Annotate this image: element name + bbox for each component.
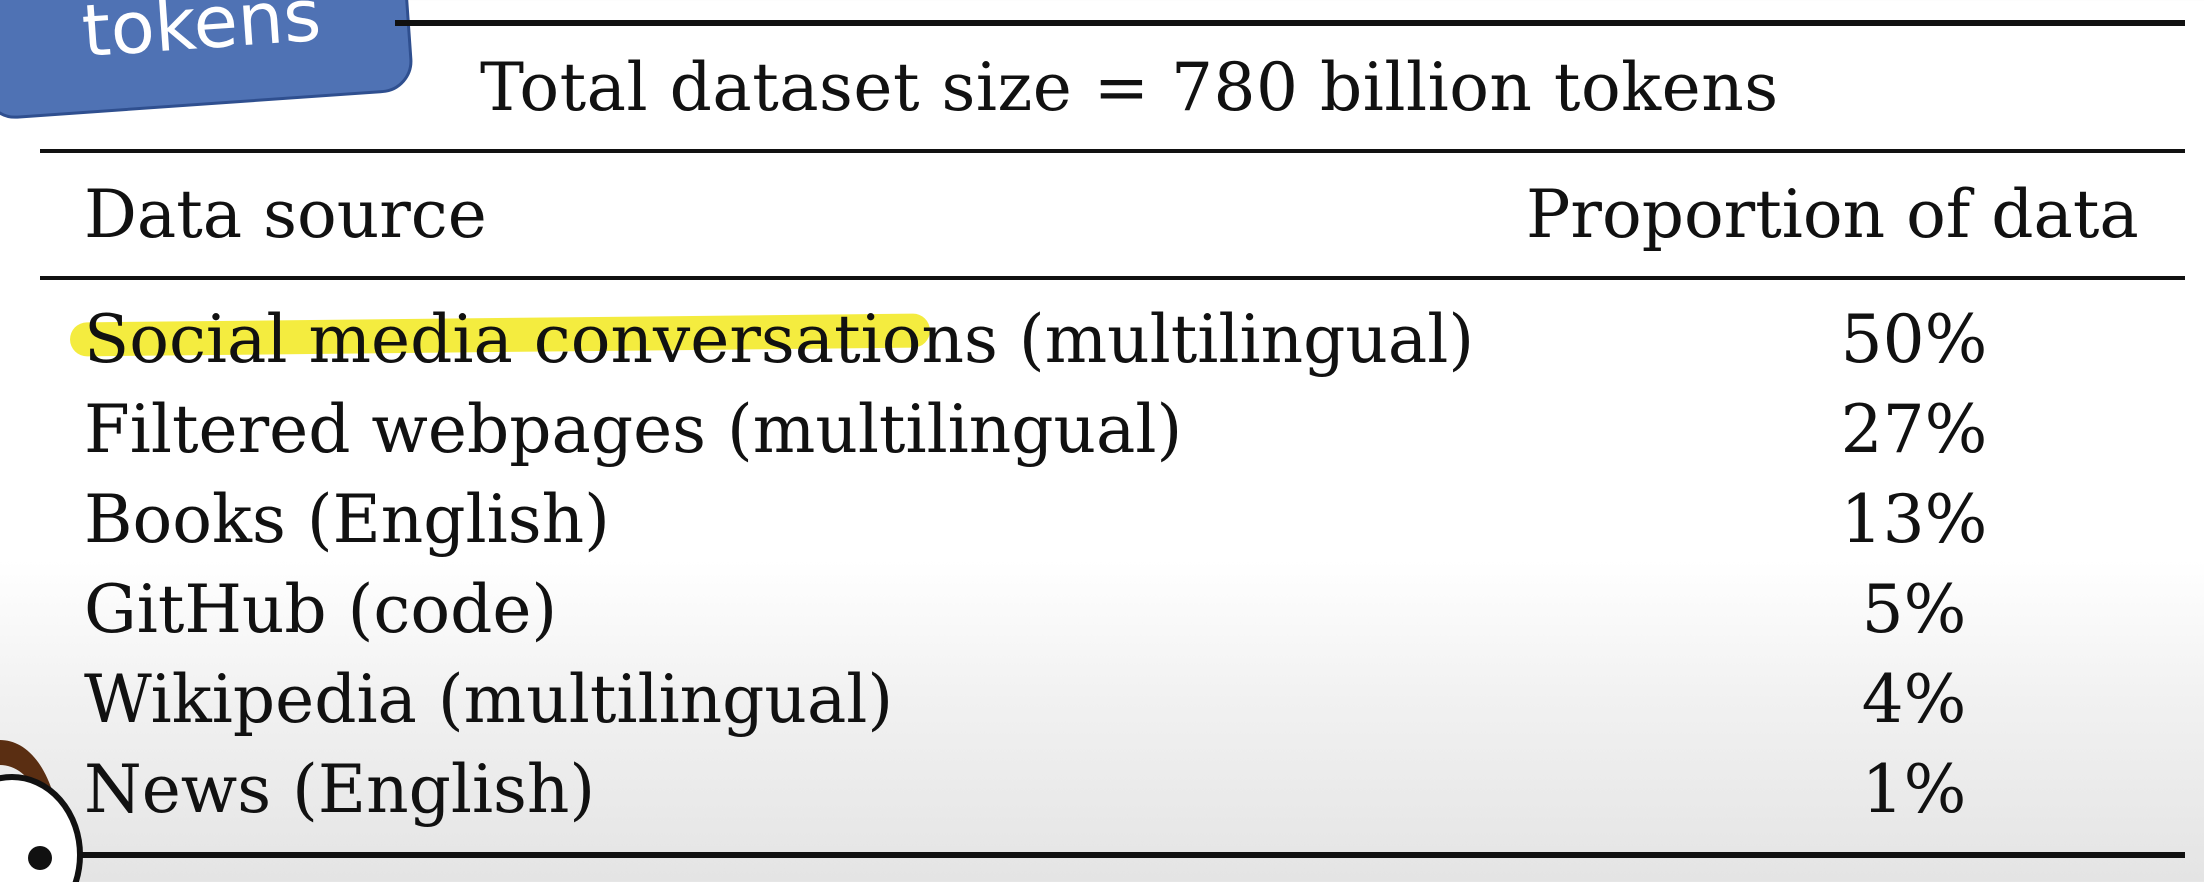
table-row: Filtered webpages (multilingual) 27% — [84, 385, 2164, 475]
table-row: Wikipedia (multilingual) 4% — [84, 655, 2164, 745]
caption-rule — [40, 149, 2185, 153]
row-source: Books (English) — [84, 481, 610, 558]
row-source: Social media conversations (multilingual… — [84, 301, 1475, 378]
row-source: GitHub (code) — [84, 571, 558, 648]
header-proportion: Proportion of data — [1526, 176, 2139, 253]
table-row: News (English) 1% — [84, 745, 2164, 835]
row-source: Filtered webpages (multilingual) — [84, 391, 1183, 468]
table-caption: Total dataset size = 780 billion tokens — [480, 49, 1779, 126]
cartoon-character-icon — [0, 730, 95, 882]
table-bottom-rule — [40, 852, 2185, 858]
row-source: News (English) — [84, 751, 596, 828]
header-rule — [40, 276, 2185, 280]
row-proportion: 1% — [1861, 751, 1967, 828]
row-proportion: 27% — [1840, 391, 1988, 468]
row-source: Wikipedia (multilingual) — [84, 661, 894, 738]
table-row: Books (English) 13% — [84, 475, 2164, 565]
table-row: Social media conversations (multilingual… — [84, 295, 2164, 385]
row-proportion: 13% — [1840, 481, 1988, 558]
row-proportion: 4% — [1861, 661, 1967, 738]
table-top-rule — [395, 20, 2185, 26]
row-proportion: 50% — [1840, 301, 1988, 378]
table-row: GitHub (code) 5% — [84, 565, 2164, 655]
header-data-source: Data source — [84, 176, 487, 253]
row-proportion: 5% — [1861, 571, 1967, 648]
table-header-row: Data source Proportion of data — [84, 170, 2164, 260]
